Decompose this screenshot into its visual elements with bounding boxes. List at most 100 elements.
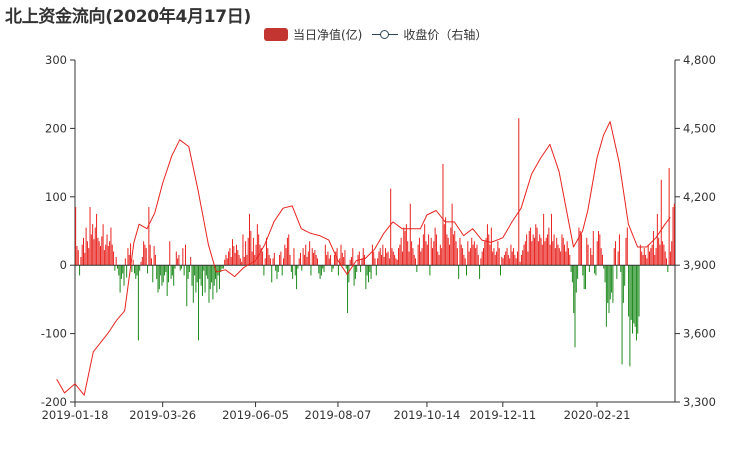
bar (635, 265, 637, 341)
bar (466, 265, 467, 276)
bar (208, 265, 210, 303)
bar (324, 244, 326, 266)
bar (316, 258, 318, 266)
bar (621, 265, 623, 365)
left-y-tick-label: 300 (45, 53, 67, 67)
bar (409, 203, 411, 266)
bar (391, 248, 393, 266)
bar (501, 256, 503, 266)
bar (519, 261, 521, 266)
bar (228, 251, 230, 266)
bar (136, 265, 138, 276)
bar (464, 258, 466, 266)
bar (294, 265, 296, 276)
bar (384, 248, 386, 266)
bar (666, 258, 667, 266)
bar (298, 258, 300, 266)
bar (445, 217, 447, 266)
bar (603, 265, 605, 269)
bar (532, 234, 534, 266)
bar (233, 246, 235, 266)
bar (569, 254, 571, 266)
bar (191, 265, 193, 286)
bar (243, 256, 245, 266)
bar (408, 251, 410, 266)
bar (209, 265, 211, 290)
bar (365, 265, 367, 290)
bar (388, 258, 390, 266)
bar (647, 244, 649, 266)
bar (215, 265, 217, 279)
bar (404, 231, 406, 266)
x-tick-label: 2020-02-21 (564, 408, 631, 422)
bar (331, 265, 333, 273)
bar (353, 265, 355, 286)
bar (262, 251, 264, 266)
bar (618, 234, 620, 266)
bar (358, 251, 360, 266)
x-tick-label: 2019-10-14 (394, 408, 461, 422)
bar (377, 258, 379, 266)
bar (182, 248, 184, 266)
bar (222, 265, 224, 269)
x-tick-label: 2019-01-18 (42, 408, 109, 422)
bar (496, 251, 498, 266)
bar (178, 254, 180, 266)
bar (613, 248, 615, 266)
bar (456, 248, 458, 266)
bar (443, 224, 445, 266)
right-y-tick-label: 4,800 (683, 53, 716, 67)
bar (600, 248, 602, 266)
bar (651, 244, 653, 266)
bar (177, 258, 179, 266)
bar (438, 254, 440, 266)
bar (124, 258, 126, 266)
bar (575, 265, 577, 293)
bar (318, 265, 320, 274)
bar (122, 265, 124, 274)
bar (667, 265, 669, 273)
bar (510, 244, 512, 266)
bar (605, 265, 607, 327)
bar (292, 265, 294, 279)
bar (96, 213, 98, 266)
bar (181, 265, 183, 269)
legend-item-bar[interactable]: 当日净值(亿) (264, 26, 362, 43)
bar (579, 231, 581, 266)
bar (192, 265, 194, 303)
bar (290, 265, 292, 273)
bar (139, 265, 141, 271)
legend-bar-label: 当日净值(亿) (293, 27, 363, 42)
bar (309, 241, 311, 266)
legend-item-line[interactable]: 收盘价（右轴） (372, 26, 487, 43)
bar (669, 251, 671, 266)
bar (523, 244, 525, 266)
bar (595, 265, 597, 276)
bar (615, 241, 617, 266)
bar (458, 265, 460, 279)
bar (149, 244, 151, 266)
bar (94, 227, 96, 266)
bar (570, 265, 572, 273)
bar (527, 251, 529, 266)
bar (612, 265, 614, 303)
bar (118, 265, 120, 276)
bar (479, 265, 481, 279)
bar (195, 265, 197, 293)
bar (110, 227, 112, 266)
bar (642, 254, 644, 266)
bar (320, 265, 322, 276)
bar (660, 179, 662, 266)
bar (327, 251, 329, 266)
bar (237, 250, 239, 266)
bar (128, 254, 130, 266)
bar (511, 251, 513, 266)
bar (375, 265, 377, 276)
bar (204, 265, 206, 293)
bar (567, 248, 569, 266)
bar (398, 248, 400, 266)
right-y-tick-label: 3,300 (683, 395, 716, 409)
bar (599, 234, 601, 266)
bar (114, 265, 116, 271)
bar (322, 265, 324, 269)
